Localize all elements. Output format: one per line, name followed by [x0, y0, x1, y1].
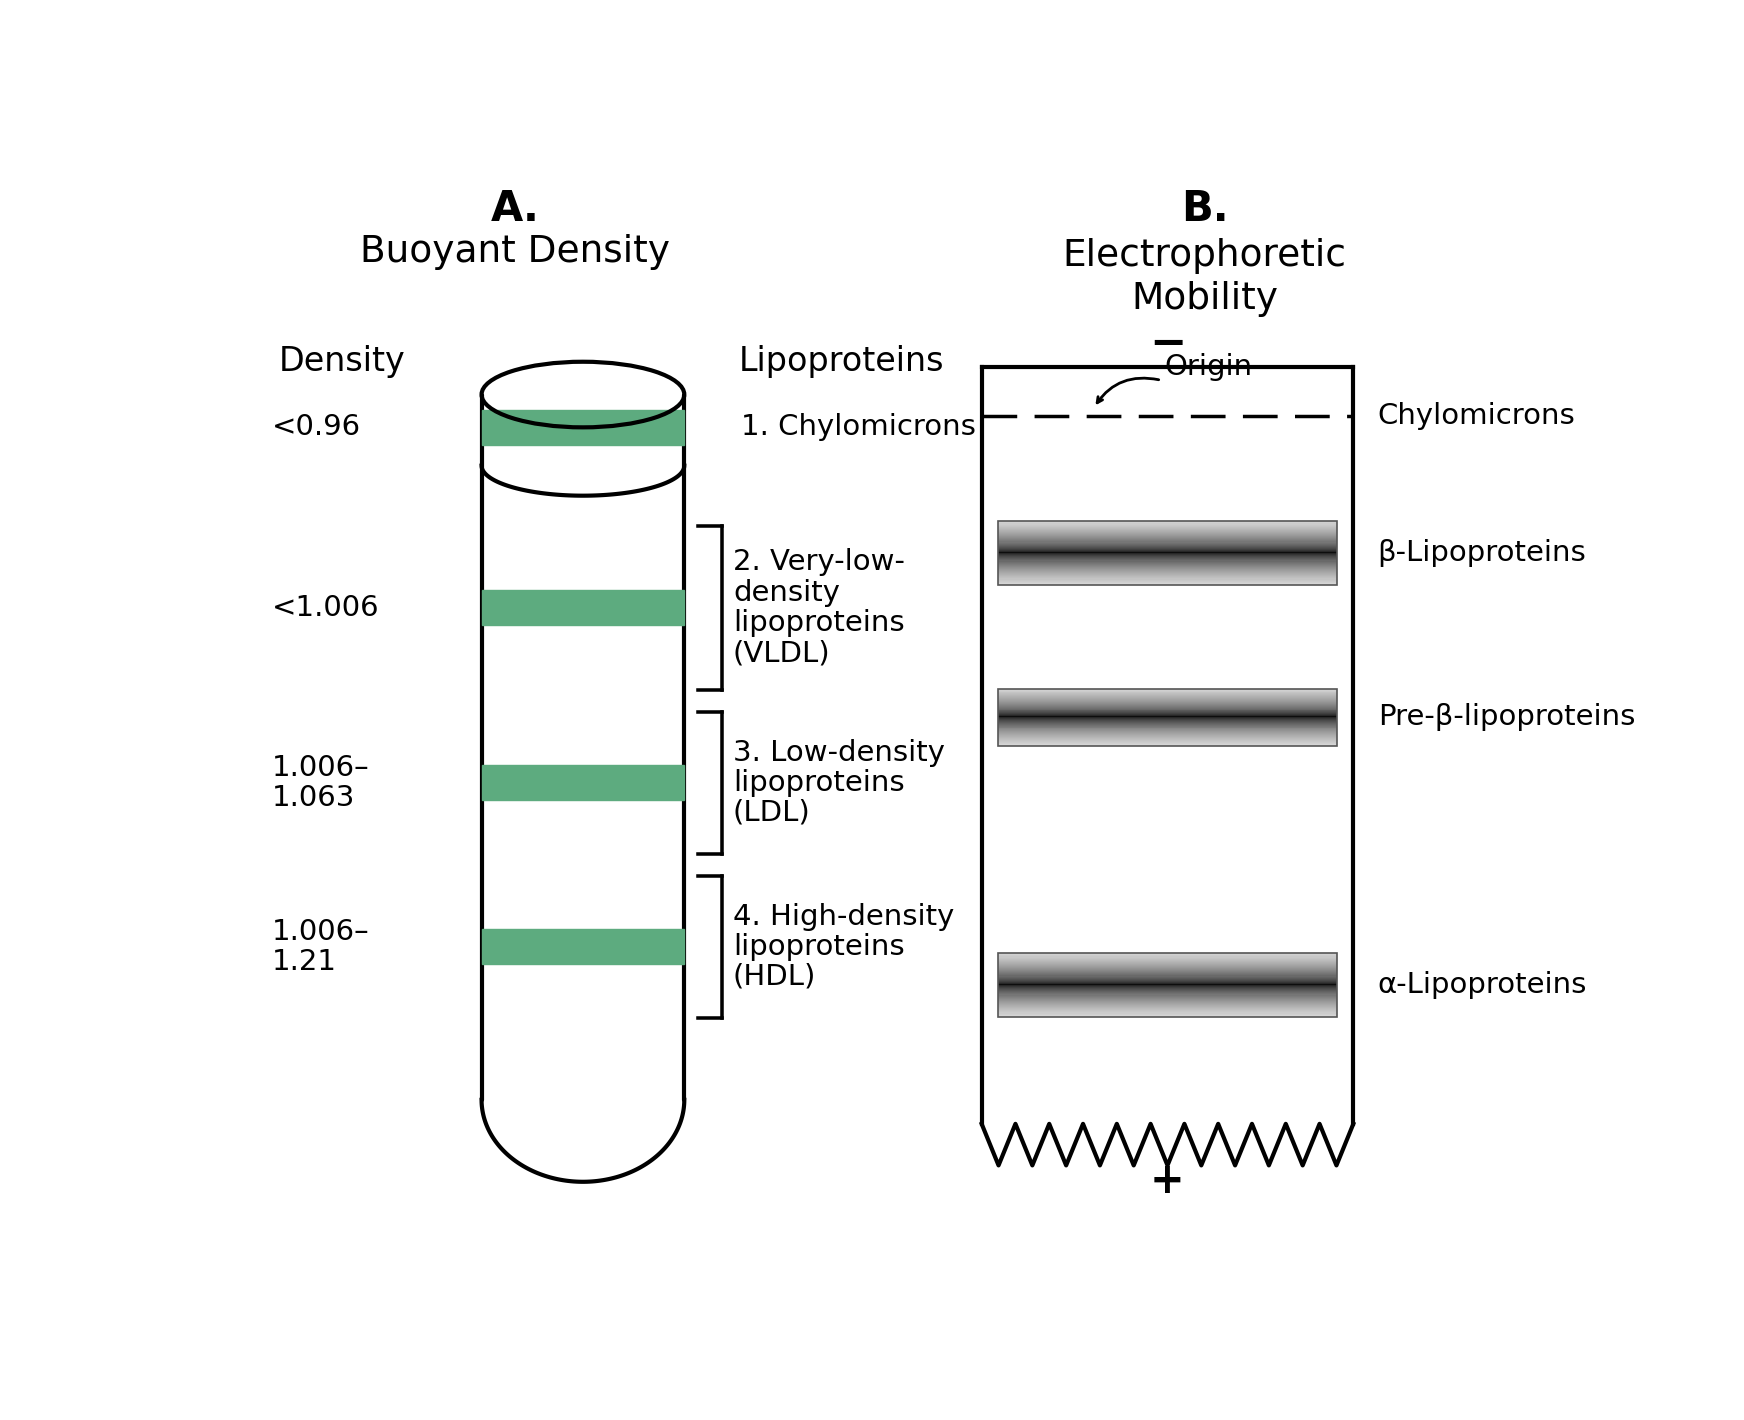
Text: 1.006–
1.063: 1.006– 1.063 — [272, 754, 370, 812]
Bar — [998, 521, 1338, 585]
Text: α-Lipoproteins: α-Lipoproteins — [1378, 971, 1587, 1000]
Text: Density: Density — [279, 345, 406, 378]
Bar — [481, 929, 684, 964]
Text: Chylomicrons: Chylomicrons — [1378, 402, 1575, 430]
Text: Electrophoretic: Electrophoretic — [1062, 237, 1346, 274]
Text: 1. Chylomicrons: 1. Chylomicrons — [741, 413, 977, 442]
Text: 4. High-density
lipoproteins
(HDL): 4. High-density lipoproteins (HDL) — [732, 903, 954, 991]
Text: <0.96: <0.96 — [272, 413, 361, 442]
Bar — [481, 410, 684, 444]
Text: Origin: Origin — [1165, 354, 1252, 381]
Text: 3. Low-density
lipoproteins
(LDL): 3. Low-density lipoproteins (LDL) — [732, 738, 945, 826]
Text: Lipoproteins: Lipoproteins — [738, 345, 944, 378]
Bar — [998, 689, 1338, 746]
Text: A.: A. — [490, 187, 541, 230]
Text: β-Lipoproteins: β-Lipoproteins — [1378, 540, 1587, 567]
Text: B.: B. — [1181, 187, 1228, 230]
Bar — [481, 591, 684, 625]
Text: 2. Very-low-
density
lipoproteins
(VLDL): 2. Very-low- density lipoproteins (VLDL) — [732, 548, 905, 667]
Bar — [998, 953, 1338, 1017]
Bar — [481, 765, 684, 801]
Text: 1.006–
1.21: 1.006– 1.21 — [272, 917, 370, 976]
Text: +: + — [1149, 1160, 1184, 1201]
Text: Mobility: Mobility — [1132, 281, 1278, 318]
Text: Pre-β-lipoproteins: Pre-β-lipoproteins — [1378, 703, 1636, 731]
Text: <1.006: <1.006 — [272, 594, 380, 622]
Text: Buoyant Density: Buoyant Density — [361, 234, 670, 270]
Text: −: − — [1149, 322, 1186, 365]
